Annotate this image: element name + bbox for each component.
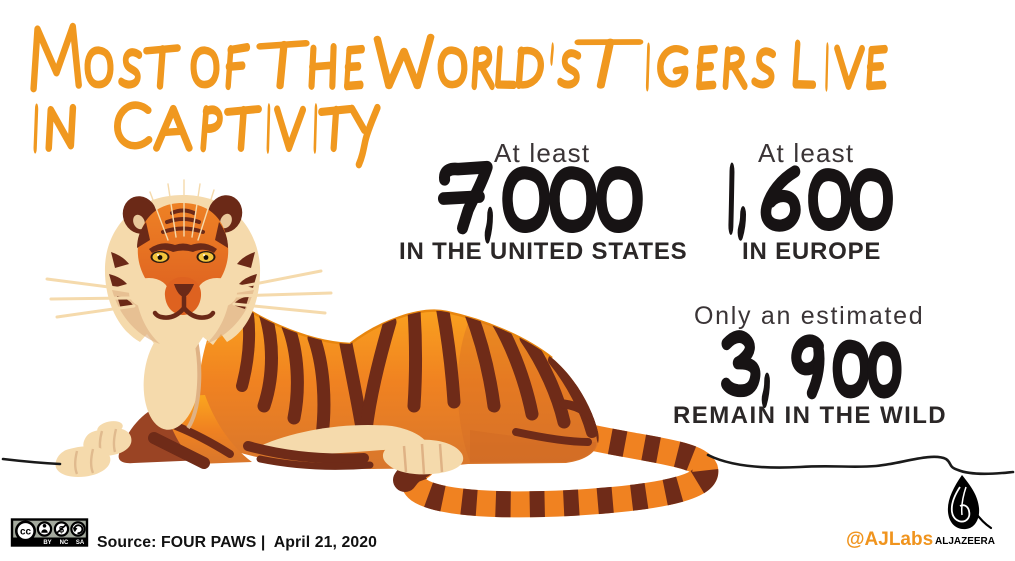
svg-text:BY: BY <box>43 540 51 546</box>
svg-text:SA: SA <box>76 540 85 546</box>
svg-text:NC: NC <box>60 540 69 546</box>
svg-text:cc: cc <box>20 527 32 538</box>
